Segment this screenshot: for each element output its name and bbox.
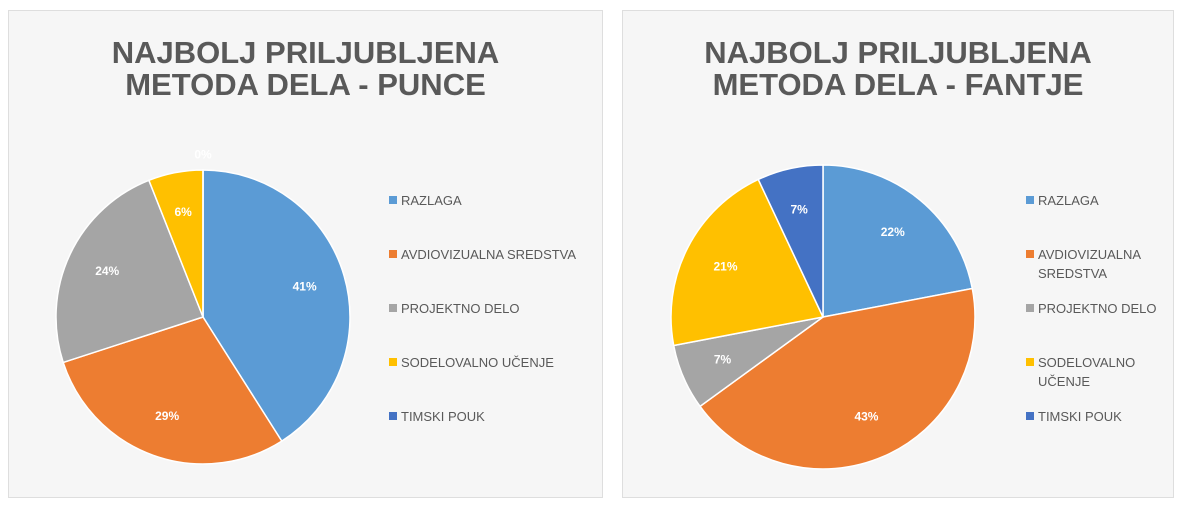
legend-label: TIMSKI POUK: [1038, 409, 1122, 424]
legend-label: SODELOVALNO UČENJE: [1038, 355, 1136, 389]
legend-item: TIMSKI POUK: [1026, 407, 1178, 426]
pie-slice: [202, 169, 351, 443]
legend-label: PROJEKTNO DELO: [1038, 301, 1157, 316]
legend-label: RAZLAGA: [401, 193, 462, 208]
legend-item: TIMSKI POUK: [389, 407, 601, 426]
data-label: 29%: [155, 409, 179, 423]
chart-panel: NAJBOLJ PRILJUBLJENA METODA DELA - PUNCE…: [8, 10, 603, 498]
pie-slice: [822, 164, 974, 318]
data-label: 0%: [194, 147, 212, 161]
chart-title: NAJBOLJ PRILJUBLJENA METODA DELA - FANTJ…: [704, 35, 1092, 102]
chart-panel: NAJBOLJ PRILJUBLJENA METODA DELA - FANTJ…: [622, 10, 1174, 498]
data-label: 24%: [95, 264, 119, 278]
pie-area: 41% 29% 24% 6% 0%: [55, 147, 351, 465]
legend-item: RAZLAGA: [1026, 191, 1178, 210]
legend-label: RAZLAGA: [1038, 193, 1099, 208]
pie-slice: [757, 164, 824, 318]
legend-label: TIMSKI POUK: [401, 409, 485, 424]
data-label: 7%: [790, 202, 808, 216]
chart-title: NAJBOLJ PRILJUBLJENA METODA DELA - PUNCE: [111, 35, 500, 102]
pie-slice: [698, 287, 976, 470]
data-label: 7%: [714, 353, 732, 367]
legend-swatch: [1026, 196, 1034, 204]
data-label: 22%: [881, 225, 905, 239]
legend-swatch: [1026, 304, 1034, 312]
legend-item: SODELOVALNO UČENJE: [389, 353, 601, 372]
legend-item: PROJEKTNO DELO: [1026, 299, 1178, 318]
legend-swatch: [389, 358, 397, 366]
legend-label: PROJEKTNO DELO: [401, 301, 520, 316]
legend-swatch: [389, 412, 397, 420]
data-label: 41%: [293, 280, 317, 294]
legend-swatch: [1026, 358, 1034, 366]
legend-item: AVDIOVIZUALNA SREDSTVA: [1026, 245, 1178, 283]
legend-swatch: [389, 304, 397, 312]
legend-swatch: [389, 250, 397, 258]
legend-item: RAZLAGA: [389, 191, 601, 210]
data-label: 6%: [174, 205, 192, 219]
legend-swatch: [1026, 412, 1034, 420]
data-label: 21%: [713, 259, 737, 273]
legend-item: PROJEKTNO DELO: [389, 299, 601, 318]
legend-label: AVDIOVIZUALNA SREDSTVA: [401, 247, 577, 262]
legend-label: AVDIOVIZUALNA SREDSTVA: [1038, 247, 1141, 281]
pie-slice: [62, 316, 283, 465]
pie-slice: [670, 178, 825, 347]
legend-item: SODELOVALNO UČENJE: [1026, 353, 1178, 391]
legend-label: SODELOVALNO UČENJE: [401, 355, 554, 370]
pie-area: 22% 43% 7% 21% 7%: [670, 164, 976, 470]
legend-swatch: [1026, 250, 1034, 258]
legend-swatch: [389, 196, 397, 204]
legend-item: AVDIOVIZUALNA SREDSTVA: [389, 245, 601, 264]
data-label: 43%: [854, 410, 878, 424]
